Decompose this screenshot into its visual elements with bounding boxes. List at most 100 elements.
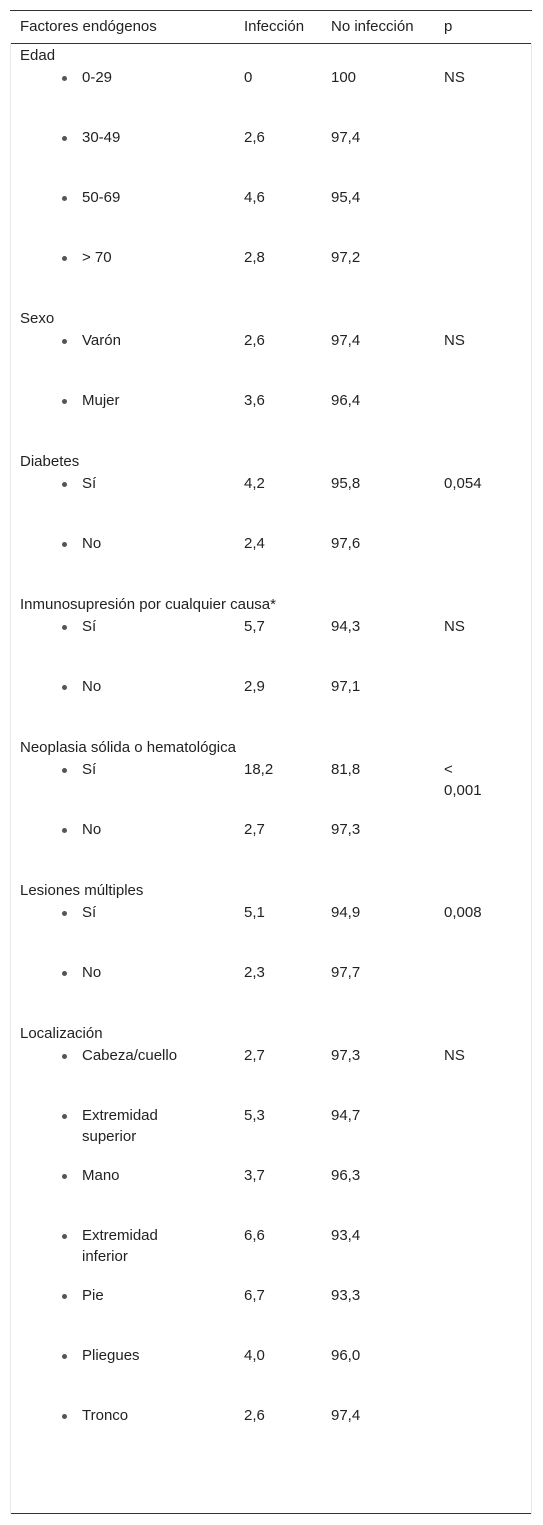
infection-value: 5,7 (244, 618, 265, 635)
no-infection-value: 96,4 (331, 392, 361, 409)
row-label: No (82, 678, 102, 695)
no-infection-value: 97,3 (331, 821, 361, 838)
infection-value: 2,6 (244, 332, 265, 349)
bullet-icon (62, 196, 67, 201)
row-label: Sí (82, 761, 97, 778)
bullet-icon (62, 685, 67, 690)
header-no-infection: No infección (331, 18, 414, 35)
infection-value: 6,6 (244, 1227, 265, 1244)
group-title: Localización (20, 1025, 103, 1042)
bullet-icon (62, 1114, 67, 1119)
infection-value: 6,7 (244, 1287, 265, 1304)
no-infection-value: 94,7 (331, 1107, 361, 1124)
group-title: Inmunosupresión por cualquier causa* (20, 596, 276, 613)
bullet-icon (62, 256, 67, 261)
row-label: Tronco (82, 1407, 129, 1424)
row-label: 0-29 (82, 69, 113, 86)
header-factor: Factores endógenos (20, 18, 157, 35)
row-label: Extremidad superior (82, 1107, 158, 1145)
header-p: p (444, 18, 453, 35)
bullet-icon (62, 76, 67, 81)
infection-value: 5,3 (244, 1107, 265, 1124)
row-label: No (82, 821, 102, 838)
infection-value: 2,9 (244, 678, 265, 695)
no-infection-value: 97,4 (331, 332, 361, 349)
row-label: Pie (82, 1287, 104, 1304)
row-label: Sí (82, 904, 97, 921)
infection-value: 2,8 (244, 249, 265, 266)
header-infection: Infección (244, 18, 305, 35)
no-infection-value: 97,7 (331, 964, 361, 981)
group-title: Edad (20, 47, 56, 64)
factors-table: Factores endógenos Infección No infecció… (10, 10, 532, 1514)
row-label: Cabeza/cuello (82, 1047, 178, 1064)
group-title: Sexo (20, 310, 55, 327)
p-value: NS (444, 332, 465, 349)
no-infection-value: 100 (331, 69, 357, 86)
no-infection-value: 97,6 (331, 535, 361, 552)
row-label: Pliegues (82, 1347, 140, 1364)
no-infection-value: 95,4 (331, 189, 361, 206)
p-value: 0,054 (444, 475, 482, 492)
group-title: Neoplasia sólida o hematológica (20, 739, 236, 756)
bullet-icon (62, 136, 67, 141)
p-value: 0,008 (444, 904, 482, 921)
no-infection-value: 94,3 (331, 618, 361, 635)
infection-value: 2,6 (244, 1407, 265, 1424)
table-top-rule (10, 10, 532, 11)
no-infection-value: 93,3 (331, 1287, 361, 1304)
bullet-icon (62, 542, 67, 547)
p-value: < 0,001 (444, 761, 482, 799)
infection-value: 2,6 (244, 129, 265, 146)
bullet-icon (62, 339, 67, 344)
bullet-icon (62, 1174, 67, 1179)
no-infection-value: 97,2 (331, 249, 361, 266)
infection-value: 3,6 (244, 392, 265, 409)
no-infection-value: 97,4 (331, 1407, 361, 1424)
infection-value: 2,3 (244, 964, 265, 981)
table-right-border (531, 43, 532, 1514)
row-label: No (82, 535, 102, 552)
table-header-rule (10, 43, 532, 44)
table-bottom-rule (10, 1513, 532, 1514)
row-label: Varón (82, 332, 121, 349)
infection-value: 2,7 (244, 821, 265, 838)
p-value: NS (444, 1047, 465, 1064)
no-infection-value: 94,9 (331, 904, 361, 921)
bullet-icon (62, 971, 67, 976)
bullet-icon (62, 1054, 67, 1059)
row-label: Mujer (82, 392, 120, 409)
no-infection-value: 97,1 (331, 678, 361, 695)
table-left-border (10, 43, 11, 1514)
infection-value: 2,7 (244, 1047, 265, 1064)
bullet-icon (62, 399, 67, 404)
group-title: Diabetes (20, 453, 80, 470)
group-title: Lesiones múltiples (20, 882, 144, 899)
infection-value: 5,1 (244, 904, 265, 921)
no-infection-value: 93,4 (331, 1227, 361, 1244)
no-infection-value: 96,0 (331, 1347, 361, 1364)
p-value: NS (444, 69, 465, 86)
row-label: > 70 (82, 249, 112, 266)
infection-value: 4,6 (244, 189, 265, 206)
row-label: Extremidad inferior (82, 1227, 158, 1265)
bullet-icon (62, 1414, 67, 1419)
no-infection-value: 97,3 (331, 1047, 361, 1064)
bullet-icon (62, 482, 67, 487)
no-infection-value: 97,4 (331, 129, 361, 146)
infection-value: 4,0 (244, 1347, 265, 1364)
bullet-icon (62, 1294, 67, 1299)
no-infection-value: 81,8 (331, 761, 361, 778)
row-label: 30-49 (82, 129, 121, 146)
bullet-icon (62, 768, 67, 773)
p-value: NS (444, 618, 465, 635)
bullet-icon (62, 625, 67, 630)
row-label: Sí (82, 618, 97, 635)
row-label: Mano (82, 1167, 120, 1184)
infection-value: 0 (244, 69, 253, 86)
infection-value: 3,7 (244, 1167, 265, 1184)
infection-value: 4,2 (244, 475, 265, 492)
infection-value: 2,4 (244, 535, 265, 552)
no-infection-value: 96,3 (331, 1167, 361, 1184)
bullet-icon (62, 828, 67, 833)
